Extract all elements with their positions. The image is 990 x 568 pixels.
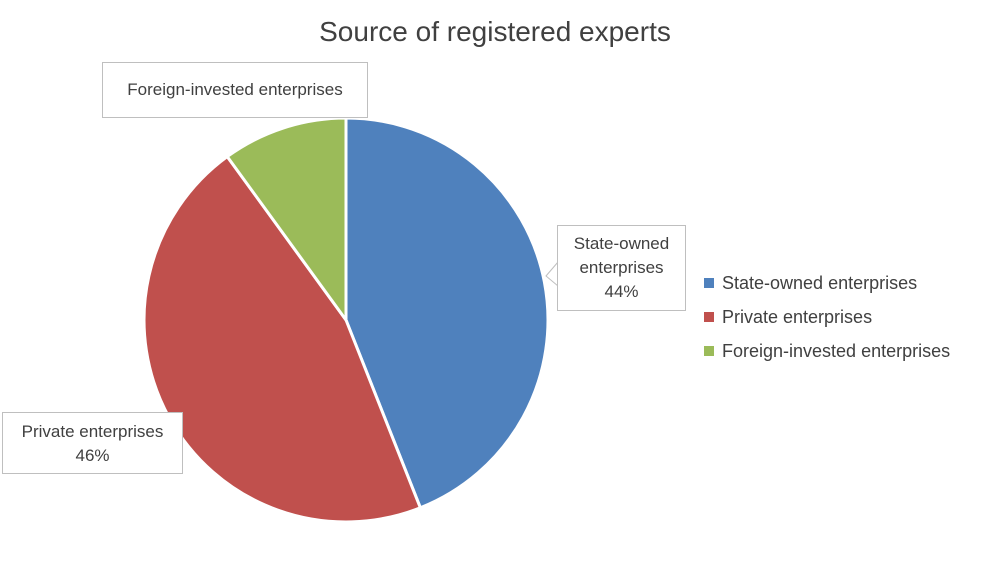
- callout-foreign-invested: Foreign-invested enterprises: [102, 62, 368, 118]
- pie-slice-state-owned: [344, 116, 550, 510]
- legend-item-foreign-invested: Foreign-invested enterprises: [704, 334, 950, 368]
- legend: State-owned enterprises Private enterpri…: [704, 266, 950, 368]
- pie-slice-foreign-invested: [225, 116, 348, 325]
- legend-item-private: Private enterprises: [704, 300, 950, 334]
- callout-state-label-1: State-owned: [573, 234, 670, 253]
- legend-label-foreign-invested: Foreign-invested enterprises: [722, 340, 951, 361]
- callout-private: Private enterprises 46%: [2, 412, 183, 474]
- callout-private-value: 46%: [75, 446, 110, 465]
- callout-private-label: Private enterprises: [21, 422, 164, 441]
- callout-state-value: 44%: [604, 282, 639, 301]
- legend-swatch-private: [704, 312, 714, 322]
- legend-swatch-foreign-invested: [704, 346, 714, 356]
- legend-label-private: Private enterprises: [722, 306, 873, 327]
- legend-swatch-state-owned: [704, 278, 714, 288]
- callout-foreign-label: Foreign-invested enterprises: [127, 80, 343, 99]
- chart-title: Source of registered experts: [319, 16, 671, 47]
- legend-label-state-owned: State-owned enterprises: [722, 272, 918, 293]
- callout-state-owned: State-owned enterprises 44%: [557, 225, 686, 311]
- callout-state-label-2: enterprises: [579, 258, 664, 277]
- callout-pointer-state: [545, 261, 559, 287]
- legend-item-state-owned: State-owned enterprises: [704, 266, 950, 300]
